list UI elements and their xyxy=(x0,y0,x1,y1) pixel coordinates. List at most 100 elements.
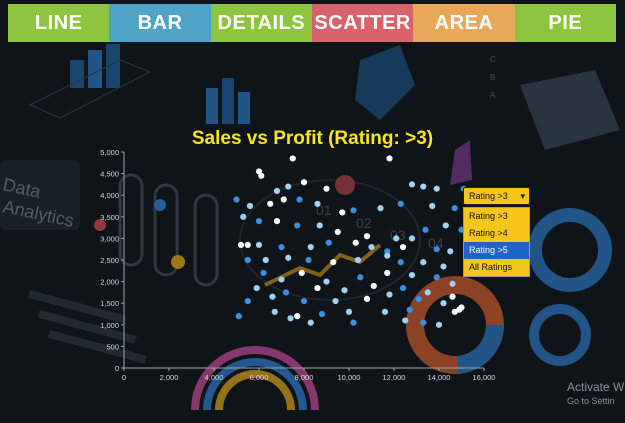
scatter-point xyxy=(278,276,285,283)
scatter-point xyxy=(408,272,416,279)
x-tick-label: 4,000 xyxy=(205,373,224,382)
scatter-point xyxy=(381,308,389,315)
scatter-point xyxy=(433,274,440,281)
scatter-point xyxy=(345,308,353,315)
chart-axes: 0 500 1,000 1,500 2,000 2,500 3,000 3,500 4,000 4… xyxy=(100,148,495,382)
scatter-point xyxy=(393,235,400,242)
scatter-point xyxy=(294,222,301,229)
tab-details[interactable]: DETAILS xyxy=(210,4,312,42)
scatter-point xyxy=(267,200,274,207)
scatter-point xyxy=(285,254,292,261)
y-tick-label: 500 xyxy=(106,342,119,351)
scatter-point xyxy=(260,269,267,277)
scatter-point xyxy=(440,263,447,270)
scatter-point xyxy=(357,274,364,281)
scatter-point xyxy=(354,256,362,264)
scatter-point xyxy=(244,241,251,248)
scatter-point xyxy=(233,196,240,203)
bg-bottom-arcs xyxy=(191,346,319,411)
scatter-point xyxy=(420,259,427,266)
rating-option-all[interactable]: All Ratings xyxy=(469,262,513,272)
bg-iso-bars xyxy=(28,44,250,124)
scatter-point xyxy=(449,280,456,287)
scatter-point xyxy=(298,269,305,277)
watermark-line2: Go to Settin xyxy=(567,396,615,406)
scatter-point xyxy=(424,289,431,296)
scatter-point xyxy=(386,291,393,298)
tab-area[interactable]: AREA xyxy=(413,4,515,42)
scatter-point xyxy=(289,155,296,162)
scatter-point xyxy=(422,226,429,233)
scatter-point xyxy=(384,252,391,259)
scatter-point xyxy=(314,284,321,292)
y-tick-label: 1,000 xyxy=(100,321,119,330)
scatter-point xyxy=(255,218,263,225)
scatter-point xyxy=(273,187,281,194)
scatter-point xyxy=(269,293,276,300)
chart-type-tabs: LINE BAR DETAILS SCATTER AREA PIE xyxy=(8,4,616,42)
scatter-point xyxy=(399,243,407,251)
bg-text-04: 04 xyxy=(428,235,444,251)
scatter-point xyxy=(237,241,245,248)
scatter-point xyxy=(262,256,269,264)
scatter-point xyxy=(332,297,339,305)
scatter-point xyxy=(305,256,312,264)
rating-option-gt5[interactable]: Rating >5 xyxy=(464,242,529,259)
x-tick-label: 12,000 xyxy=(383,373,406,382)
x-tick-label: 16,000 xyxy=(473,373,496,382)
scatter-point xyxy=(316,222,323,229)
rating-filter-value: Rating >3 xyxy=(469,191,508,201)
scatter-point xyxy=(397,200,404,207)
scatter-point xyxy=(330,259,337,266)
rating-option-gt3[interactable]: Rating >3 xyxy=(469,211,508,221)
scatter-point xyxy=(350,207,357,214)
x-tick-label: 2,000 xyxy=(160,373,179,382)
scatter-point xyxy=(440,300,447,307)
activation-watermark: Activate W Go to Settin xyxy=(567,380,624,406)
scatter-point xyxy=(255,241,263,248)
scatter-point xyxy=(368,243,375,251)
tab-bar[interactable]: BAR xyxy=(109,4,211,42)
scatter-point xyxy=(429,202,436,210)
scatter-point xyxy=(339,209,346,216)
scatter-point xyxy=(447,248,454,255)
chart-title: Sales vs Profit (Rating: >3) xyxy=(191,128,434,149)
scatter-point xyxy=(244,256,251,264)
scatter-point xyxy=(456,306,463,313)
scatter-point xyxy=(420,183,427,190)
scatter-point xyxy=(300,297,308,305)
scatter-point xyxy=(318,310,326,318)
tab-line[interactable]: LINE xyxy=(8,4,110,42)
y-tick-label: 2,000 xyxy=(100,278,119,287)
tab-pie[interactable]: PIE xyxy=(514,4,616,42)
scatter-point xyxy=(323,278,330,285)
svg-text:C: C xyxy=(490,55,496,64)
scatter-point xyxy=(352,239,359,246)
chart-points xyxy=(233,155,472,328)
bg-center-decor: 01 02 03 04 xyxy=(239,45,472,301)
scatter-point xyxy=(300,179,308,186)
scatter-point xyxy=(408,235,416,242)
rating-filter-select[interactable]: Rating >3 ▾ xyxy=(463,187,530,205)
tab-scatter[interactable]: SCATTER xyxy=(311,4,414,42)
scatter-point xyxy=(415,295,422,302)
x-tick-label: 10,000 xyxy=(338,373,361,382)
scatter-point xyxy=(307,319,314,326)
bg-text-01: 01 xyxy=(316,202,332,218)
y-tick-label: 5,000 xyxy=(100,148,119,157)
scatter-point xyxy=(280,196,287,203)
chevron-down-icon: ▾ xyxy=(520,191,525,201)
rating-option-gt4[interactable]: Rating >4 xyxy=(469,228,508,238)
scatter-point xyxy=(246,202,254,210)
scatter-point xyxy=(384,269,391,277)
y-tick-label: 2,500 xyxy=(100,256,119,265)
scatter-point xyxy=(307,243,314,251)
svg-text:B: B xyxy=(490,73,495,82)
scatter-point xyxy=(271,308,278,315)
scatter-point xyxy=(258,172,265,179)
scatter-point xyxy=(323,185,330,192)
scatter-point xyxy=(282,289,290,296)
scatter-point xyxy=(451,205,458,212)
scatter-point xyxy=(386,155,393,162)
